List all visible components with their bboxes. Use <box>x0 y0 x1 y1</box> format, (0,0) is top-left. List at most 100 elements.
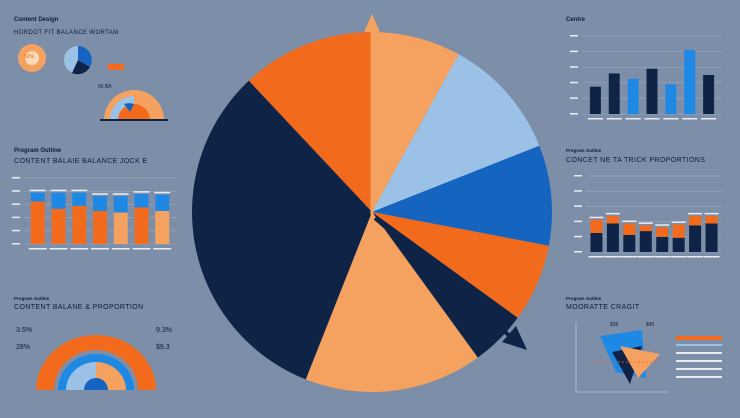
bar-segment <box>590 219 603 233</box>
ml-label: Program Outline <box>14 148 62 154</box>
tick-label <box>574 190 582 192</box>
bar-segment <box>656 236 669 252</box>
bar-segment <box>155 194 170 211</box>
bar-label <box>112 193 129 195</box>
bar-label <box>605 212 620 215</box>
tick-label <box>570 113 578 115</box>
bl-left-bottom: 28% <box>16 344 31 351</box>
bar-label <box>71 189 88 192</box>
tick-label <box>12 243 20 245</box>
bar-segment <box>672 237 685 252</box>
bottom-right-diagram <box>575 322 722 393</box>
bar-segment <box>113 196 128 213</box>
bar-segment <box>672 224 685 238</box>
x-tick-label <box>682 118 698 120</box>
bar-segment <box>155 211 170 244</box>
tl-donut-percent: 50% <box>24 54 35 60</box>
pie-slice <box>372 32 459 212</box>
bar-segment <box>689 225 702 252</box>
bar-label <box>133 191 150 193</box>
bar-label <box>29 189 46 192</box>
x-tick-label <box>701 118 717 120</box>
br-label: Program Outline <box>566 296 602 301</box>
x-tick-label <box>654 256 671 258</box>
tick-label <box>12 216 20 219</box>
bar-segment <box>30 192 45 202</box>
x-tick-label <box>703 256 720 258</box>
x-tick-label <box>606 118 622 120</box>
bar-segment <box>705 215 718 224</box>
bar-segment <box>93 196 107 211</box>
bar-label <box>622 220 637 222</box>
bar-label <box>704 212 719 215</box>
tick-label <box>570 66 578 68</box>
tl-label: Content Design <box>14 17 59 23</box>
x-tick-label <box>91 248 109 250</box>
bottom-left-gauge <box>36 335 156 390</box>
mr-label: Program Outline <box>566 148 602 153</box>
top-left-widget <box>18 44 168 121</box>
bar-segment <box>30 201 45 244</box>
bar-label <box>688 212 703 215</box>
tick-label <box>574 205 582 207</box>
bar <box>703 75 715 114</box>
pie-slice <box>191 80 372 380</box>
top-arrow <box>364 14 380 215</box>
bar-label <box>589 216 604 219</box>
bl-left-top: 3.5% <box>16 327 32 334</box>
bar <box>589 86 601 114</box>
tick-label <box>574 235 582 238</box>
tr-label: Centre <box>566 17 586 23</box>
tick-label <box>12 203 20 205</box>
bar-label <box>655 224 670 226</box>
bar-segment <box>113 212 128 244</box>
bar-label <box>671 221 686 223</box>
bl-heading: CONTENT BALANE & PROPORTION <box>14 304 144 311</box>
bar <box>684 50 696 114</box>
mid-left-bar-chart <box>12 177 176 250</box>
bar-segment <box>623 223 636 235</box>
bar-segment <box>623 234 636 252</box>
tick-label <box>574 251 582 253</box>
tick-label <box>12 190 20 192</box>
bar-segment <box>656 227 669 237</box>
bar-segment <box>134 207 149 244</box>
mid-right-bar-chart <box>574 175 722 258</box>
tl-mini-label: 05 BA <box>98 84 112 90</box>
tick-label <box>12 229 20 232</box>
tick-label <box>570 35 578 37</box>
tl-button[interactable] <box>108 64 124 70</box>
pie-slice <box>372 212 549 318</box>
x-tick-label <box>111 248 130 250</box>
bar-segment <box>134 194 149 208</box>
x-tick-label <box>687 256 704 258</box>
bar <box>646 68 658 114</box>
bar <box>627 78 639 114</box>
x-tick-label <box>153 248 172 250</box>
bar-segment <box>639 231 652 252</box>
bar-label <box>638 222 653 224</box>
x-tick-label <box>49 248 68 250</box>
top-right-bar-chart <box>570 35 722 120</box>
x-tick-label <box>670 256 687 258</box>
tl-heading: HORDOT FIT BALANCE WORTAM <box>14 30 119 36</box>
tick-label <box>574 220 582 223</box>
tick-label <box>570 97 578 99</box>
tick-label <box>570 50 578 53</box>
bar <box>665 84 677 114</box>
bar <box>608 73 620 114</box>
br-callout-a: $35 <box>610 322 619 328</box>
br-callout-b: $45 <box>646 322 655 328</box>
bar-segment <box>72 192 87 206</box>
x-tick-label <box>637 256 654 258</box>
tick-label <box>574 175 582 177</box>
main-pie-chart <box>191 32 552 392</box>
diagonal-arrow <box>373 216 527 350</box>
x-tick-label <box>644 118 660 120</box>
x-tick-label <box>70 248 89 250</box>
bar-segment <box>590 233 603 252</box>
bar-segment <box>606 223 619 252</box>
bar-segment <box>93 211 107 244</box>
pie-slice <box>372 145 552 246</box>
pie-slice <box>305 212 478 392</box>
